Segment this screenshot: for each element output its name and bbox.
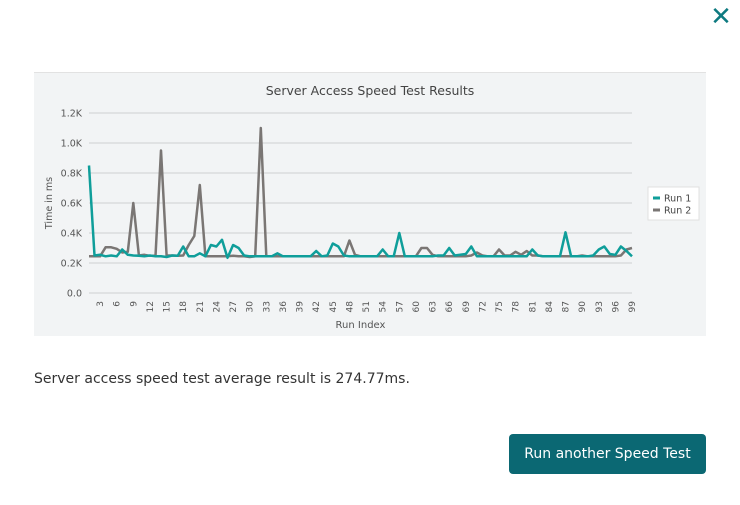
x-tick-label: 63: [429, 301, 439, 312]
x-tick-label: 90: [578, 301, 588, 313]
x-axis-label: Run Index: [336, 320, 386, 331]
x-tick-label: 51: [362, 301, 372, 312]
x-tick-label: 33: [262, 301, 272, 312]
x-tick-label: 93: [595, 301, 605, 312]
x-tick-label: 24: [212, 301, 222, 313]
y-tick-label: 0.8K: [61, 169, 83, 180]
x-tick-label: 60: [412, 301, 422, 313]
y-axis-label: Time in ms: [44, 177, 55, 230]
chart-title: Server Access Speed Test Results: [266, 83, 475, 98]
close-icon[interactable]: ✕: [710, 2, 732, 32]
y-tick-label: 0.6K: [61, 199, 83, 210]
y-tick-label: 0.0: [67, 289, 82, 300]
run-another-speed-test-button[interactable]: Run another Speed Test: [509, 434, 706, 474]
x-tick-label: 96: [611, 301, 621, 313]
y-tick-label: 1.0K: [61, 139, 83, 150]
x-tick-label: 57: [395, 301, 405, 312]
x-tick-label: 27: [229, 301, 239, 312]
x-tick-label: 45: [329, 301, 339, 312]
series-line-run-1: [87, 165, 633, 260]
y-tick-label: 1.2K: [61, 109, 83, 120]
x-tick-label: 3: [96, 301, 106, 307]
x-tick-label: 87: [562, 301, 572, 312]
series-line-run-2: [89, 126, 633, 259]
x-tick-label: 12: [146, 301, 156, 312]
x-tick-label: 48: [345, 301, 355, 313]
y-tick-label: 0.2K: [61, 259, 83, 270]
x-tick-label: 78: [512, 301, 522, 313]
x-tick-label: 66: [445, 301, 455, 313]
y-tick-label: 0.4K: [61, 229, 83, 240]
x-tick-label: 81: [528, 301, 538, 312]
x-tick-label: 39: [296, 301, 306, 313]
legend-label-run-2: Run 2: [664, 206, 691, 217]
chart-panel: Server Access Speed Test Results 0.0 0.2K 0…: [34, 72, 706, 336]
average-result-text: Server access speed test average result …: [34, 371, 410, 387]
legend: [647, 186, 700, 221]
x-tick-label: 99: [628, 301, 638, 313]
x-tick-label: 36: [279, 301, 289, 313]
legend-label-run-1: Run 1: [664, 194, 691, 205]
x-tick-label: 30: [246, 301, 256, 313]
line-chart: Server Access Speed Test Results 0.0 0.2K 0…: [44, 83, 700, 331]
x-tick-label: 72: [478, 301, 488, 312]
x-tick-label: 84: [545, 301, 555, 313]
x-tick-label: 75: [495, 301, 505, 312]
x-tick-label: 18: [179, 301, 189, 313]
x-tick-label: 15: [163, 301, 173, 312]
x-tick-label: 69: [462, 301, 472, 313]
x-tick-label: 54: [379, 301, 389, 313]
x-tick-label: 6: [113, 301, 123, 307]
x-tick-label: 9: [129, 301, 139, 307]
x-tick-label: 42: [312, 301, 322, 312]
x-tick-label: 21: [196, 301, 206, 312]
